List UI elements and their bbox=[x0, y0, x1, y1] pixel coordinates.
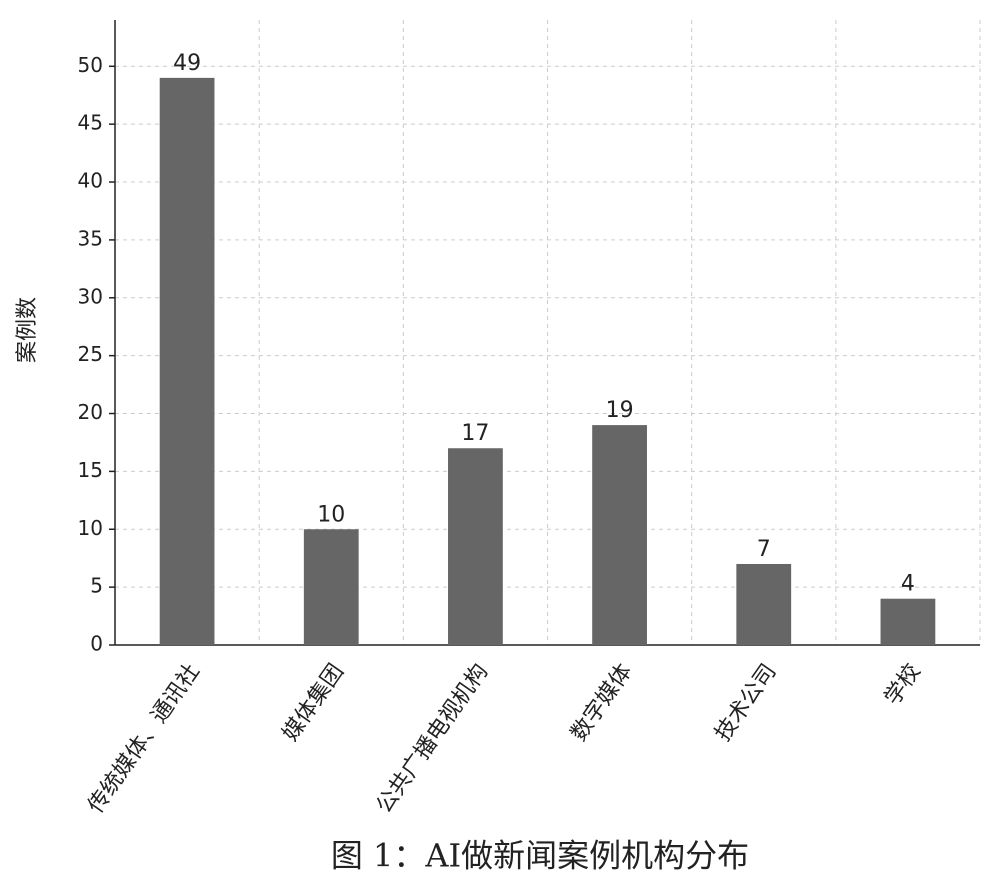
y-tick-label: 5 bbox=[90, 574, 103, 598]
x-tick-label: 公共广播电视机构 bbox=[372, 660, 493, 819]
y-tick-label: 0 bbox=[90, 632, 103, 656]
y-tick-label: 15 bbox=[78, 458, 103, 482]
data-label: 7 bbox=[757, 537, 771, 562]
y-axis-label: 案例数 bbox=[15, 297, 40, 363]
x-tick-label: 媒体集团 bbox=[278, 660, 349, 746]
x-tick-label: 技术公司 bbox=[711, 660, 782, 746]
x-tick-label: 传统媒体、通讯社 bbox=[83, 660, 204, 819]
data-label: 49 bbox=[173, 51, 201, 76]
chart-title: 图 1：AI做新闻案例机构分布 bbox=[331, 837, 749, 875]
x-tick-label: 学校 bbox=[880, 660, 926, 710]
y-tick-label: 30 bbox=[78, 284, 103, 308]
y-tick-label: 25 bbox=[78, 342, 103, 366]
y-tick-label: 20 bbox=[78, 400, 103, 424]
y-tick-label: 35 bbox=[78, 226, 103, 250]
y-tick-label: 50 bbox=[78, 53, 103, 77]
bar bbox=[592, 425, 647, 645]
bar bbox=[303, 529, 359, 645]
data-label: 4 bbox=[901, 572, 915, 597]
bar bbox=[880, 598, 936, 645]
data-label: 17 bbox=[461, 421, 489, 446]
y-tick-label: 10 bbox=[78, 516, 103, 540]
x-tick-label: 数字媒体 bbox=[566, 660, 637, 746]
bar bbox=[736, 563, 792, 645]
data-label: 10 bbox=[317, 502, 345, 527]
data-label: 19 bbox=[606, 398, 634, 423]
y-tick-label: 45 bbox=[78, 111, 103, 135]
bar bbox=[159, 77, 215, 646]
y-tick-label: 40 bbox=[78, 169, 103, 193]
bar bbox=[448, 448, 503, 645]
